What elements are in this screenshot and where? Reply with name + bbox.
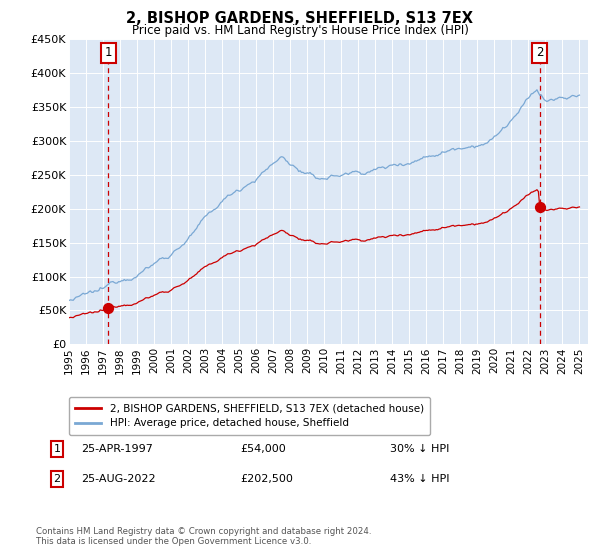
Text: 2: 2 — [536, 46, 543, 59]
Text: 1: 1 — [105, 46, 112, 59]
Legend: 2, BISHOP GARDENS, SHEFFIELD, S13 7EX (detached house), HPI: Average price, deta: 2, BISHOP GARDENS, SHEFFIELD, S13 7EX (d… — [69, 397, 430, 435]
Text: Price paid vs. HM Land Registry's House Price Index (HPI): Price paid vs. HM Land Registry's House … — [131, 24, 469, 36]
Text: 25-AUG-2022: 25-AUG-2022 — [81, 474, 155, 484]
Point — [104, 304, 113, 312]
Text: £54,000: £54,000 — [240, 444, 286, 454]
Text: Contains HM Land Registry data © Crown copyright and database right 2024.
This d: Contains HM Land Registry data © Crown c… — [36, 526, 371, 546]
Point — [535, 203, 544, 212]
Text: 2, BISHOP GARDENS, SHEFFIELD, S13 7EX: 2, BISHOP GARDENS, SHEFFIELD, S13 7EX — [127, 11, 473, 26]
Text: 2: 2 — [53, 474, 61, 484]
Text: 1: 1 — [53, 444, 61, 454]
Text: 25-APR-1997: 25-APR-1997 — [81, 444, 153, 454]
Text: £202,500: £202,500 — [240, 474, 293, 484]
Text: 43% ↓ HPI: 43% ↓ HPI — [390, 474, 449, 484]
Text: 30% ↓ HPI: 30% ↓ HPI — [390, 444, 449, 454]
